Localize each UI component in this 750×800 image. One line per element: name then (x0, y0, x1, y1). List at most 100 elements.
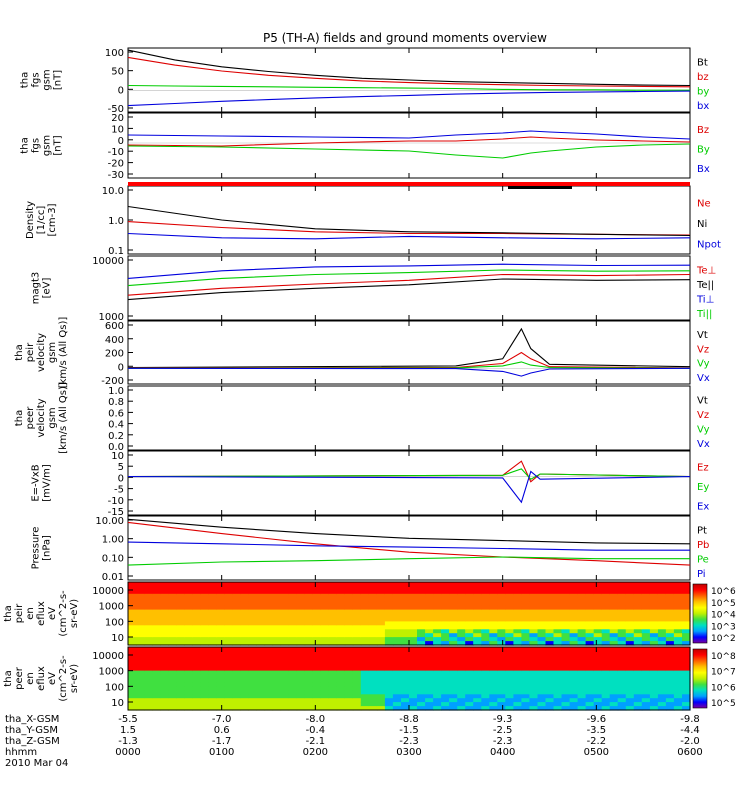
spectrogram-cell (673, 637, 683, 642)
spectrogram-cell (425, 647, 434, 652)
spectrogram-cell (248, 597, 257, 603)
legend-entry: Pb (697, 540, 709, 551)
spectrogram-cell (128, 658, 137, 664)
spectrogram-cell (176, 698, 185, 703)
spectrogram-cell (617, 682, 627, 687)
spectrogram-cell (682, 582, 691, 587)
spectrogram-cell (216, 662, 225, 668)
y-label-line: (cm^2-s- (58, 655, 69, 702)
spectrogram-cell (513, 698, 522, 703)
spectrogram-cell (401, 670, 410, 676)
spectrogram-cell (296, 678, 306, 683)
spectrogram-cell (649, 658, 659, 664)
spectrogram-cell (465, 674, 474, 680)
spectrogram-cell (192, 686, 201, 691)
spectrogram-cell (272, 678, 282, 683)
spectrogram-cell (465, 658, 474, 664)
spectrogram-cell (288, 629, 298, 634)
spectrogram-cell (184, 641, 193, 646)
spectrogram-cell (497, 702, 506, 707)
spectrogram-cell (481, 698, 490, 703)
spectrogram-cell (168, 585, 177, 591)
spectrogram-cell (553, 694, 563, 699)
spectrogram-cell (280, 666, 290, 672)
spectrogram-cell (288, 589, 298, 595)
spectrogram-cell (208, 678, 217, 683)
spectrogram-cell (152, 633, 161, 638)
spectrogram-cell (336, 621, 346, 626)
spectrogram-cell (433, 690, 442, 695)
spectrogram-cell (152, 629, 161, 634)
panel-frame-pressure (127, 515, 691, 581)
spectrogram-cell (152, 658, 161, 664)
spectrogram-cell (304, 686, 314, 691)
spectrogram-cell (441, 647, 450, 652)
spectrogram-cell (144, 613, 153, 618)
spectrogram-cell (657, 597, 667, 603)
spectrogram-cell (336, 650, 346, 656)
spectrogram-cell (633, 609, 643, 615)
spectrogram-cell (537, 637, 547, 642)
spectrogram-cell (521, 593, 530, 599)
spectrogram-cell (232, 601, 241, 607)
spectrogram-cell (673, 593, 683, 599)
spectrogram-cell (136, 682, 145, 687)
y-label-line: sr-eV) (69, 664, 80, 693)
spectrogram-cell (224, 641, 233, 646)
spectrogram-cell (200, 613, 209, 618)
spectrogram-cell (441, 654, 450, 660)
spectrogram-cell (256, 585, 266, 591)
spectrogram-cell (505, 589, 514, 595)
spectrogram-cell (673, 666, 683, 672)
spectrogram-cell (168, 601, 177, 607)
spectrogram-cell (384, 694, 394, 699)
spectrogram-cell (200, 641, 209, 646)
spectrogram-cell (401, 633, 410, 638)
spectrogram-cell (216, 698, 225, 703)
spectrogram-cell (296, 670, 306, 676)
spectrogram-cell (136, 633, 145, 638)
spectrogram-cell (192, 605, 201, 611)
spectrogram-cell (272, 597, 282, 603)
spectrogram-cell (248, 585, 257, 591)
spectrogram-cell (200, 670, 209, 676)
spectrogram-cell (577, 670, 587, 676)
spectrogram-cell (272, 585, 282, 591)
spectrogram-cell (553, 690, 563, 695)
x-tick-label: 0600 (677, 747, 702, 758)
spectrogram-cell (545, 633, 555, 638)
spectrogram-cell (136, 658, 145, 664)
spectrogram-cell (481, 613, 490, 618)
spectrogram-cell (657, 658, 667, 664)
spectrogram-cell (473, 589, 482, 595)
spectrogram-cell (328, 706, 338, 711)
spectrogram-cell (256, 678, 266, 683)
spectrogram-cell (409, 686, 418, 691)
spectrogram-cell (208, 605, 217, 611)
spectrogram-cell (224, 597, 233, 603)
spectrogram-cell (577, 698, 587, 703)
spectrogram-cell (384, 706, 394, 711)
spectrogram-cell (392, 686, 402, 691)
spectrogram-cell (160, 674, 169, 680)
spectrogram-cell (216, 654, 225, 660)
spectrogram-cell (625, 666, 635, 672)
spectrogram-cell (449, 605, 458, 611)
spectrogram-cell (577, 647, 587, 652)
spectrogram-cell (144, 597, 153, 603)
spectrogram-cell (433, 706, 442, 711)
spectrogram-cell (481, 625, 490, 630)
spectrogram-cell (264, 654, 274, 660)
spectrogram-cell (352, 613, 362, 618)
spectrogram-cell (312, 617, 322, 622)
spectrogram-cell (657, 593, 667, 599)
spectrogram-cell (272, 698, 282, 703)
spectrogram-cell (449, 670, 458, 676)
y-tick-label: 1.0 (108, 216, 124, 227)
colorbar-label: 10^5 (711, 699, 736, 709)
spectrogram-cell (553, 650, 563, 656)
spectrogram-cell (513, 621, 522, 626)
spectrogram-cell (489, 682, 498, 687)
spectrogram-cell (601, 690, 611, 695)
